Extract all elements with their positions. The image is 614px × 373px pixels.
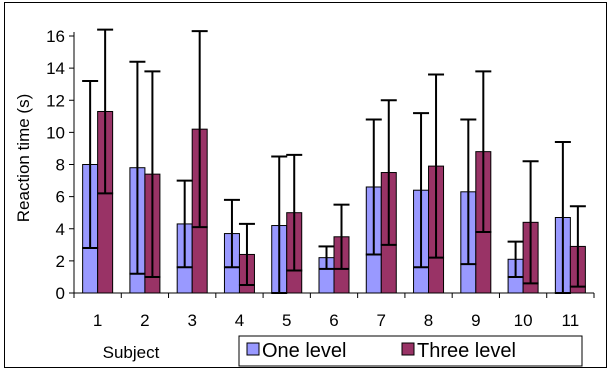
legend-swatch-three-level bbox=[401, 342, 415, 356]
error-bar-three-level-subject-6 bbox=[333, 203, 350, 270]
y-tick-label: 6 bbox=[56, 188, 65, 207]
legend: One level Three level bbox=[238, 335, 583, 367]
error-bar-one-level-subject-7 bbox=[365, 118, 382, 256]
y-tick-label: 12 bbox=[46, 91, 65, 110]
error-bar-three-level-subject-8 bbox=[428, 73, 445, 259]
y-axis-label: Reaction time (s) bbox=[14, 94, 33, 222]
error-bar-three-level-subject-5 bbox=[286, 153, 303, 272]
x-tick-label: 1 bbox=[93, 311, 102, 330]
legend-label-three-level: Three level bbox=[417, 340, 516, 362]
y-tick-label: 14 bbox=[46, 59, 65, 78]
error-bar-three-level-subject-7 bbox=[380, 99, 397, 246]
error-bar-three-level-subject-4 bbox=[238, 222, 255, 286]
error-bar-one-level-subject-6 bbox=[318, 245, 335, 270]
error-bar-one-level-subject-8 bbox=[413, 112, 430, 269]
y-tick-label: 8 bbox=[56, 156, 65, 175]
error-bar-three-level-subject-2 bbox=[144, 70, 161, 278]
x-tick-label: 10 bbox=[514, 311, 533, 330]
error-bar-one-level-subject-1 bbox=[82, 79, 99, 250]
bars-layer bbox=[82, 110, 586, 294]
x-tick-label: 11 bbox=[562, 311, 580, 330]
error-bar-three-level-subject-11 bbox=[569, 205, 586, 288]
legend-label-one-level: One level bbox=[262, 340, 347, 362]
x-axis-label: Subject bbox=[103, 343, 160, 362]
error-bar-one-level-subject-3 bbox=[176, 179, 193, 269]
error-bar-three-level-subject-10 bbox=[522, 160, 539, 285]
y-tick-label: 4 bbox=[56, 220, 65, 239]
chart-frame bbox=[4, 2, 607, 368]
error-bar-one-level-subject-4 bbox=[223, 198, 240, 269]
x-tick-label: 9 bbox=[471, 311, 480, 330]
y-tick-label: 2 bbox=[56, 252, 65, 271]
error-bar-three-level-subject-1 bbox=[97, 28, 114, 195]
error-bars-layer bbox=[82, 28, 586, 294]
x-tick-label: 6 bbox=[329, 311, 338, 330]
y-tick-label: 16 bbox=[46, 27, 65, 46]
error-bar-one-level-subject-10 bbox=[507, 240, 524, 278]
x-tick-label: 5 bbox=[282, 311, 291, 330]
x-tick-label: 3 bbox=[187, 311, 196, 330]
x-tick-label: 2 bbox=[140, 311, 149, 330]
x-tick-label: 4 bbox=[235, 311, 244, 330]
y-tick-label: 10 bbox=[46, 123, 65, 142]
y-tick-label: 0 bbox=[56, 284, 65, 303]
error-bar-one-level-subject-9 bbox=[460, 118, 477, 266]
error-bar-one-level-subject-2 bbox=[129, 60, 146, 275]
error-bar-three-level-subject-9 bbox=[475, 70, 492, 233]
x-tick-label: 8 bbox=[424, 311, 433, 330]
x-tick-label: 7 bbox=[377, 311, 386, 330]
legend-swatch-one-level bbox=[246, 342, 260, 356]
error-bar-three-level-subject-3 bbox=[191, 30, 208, 229]
